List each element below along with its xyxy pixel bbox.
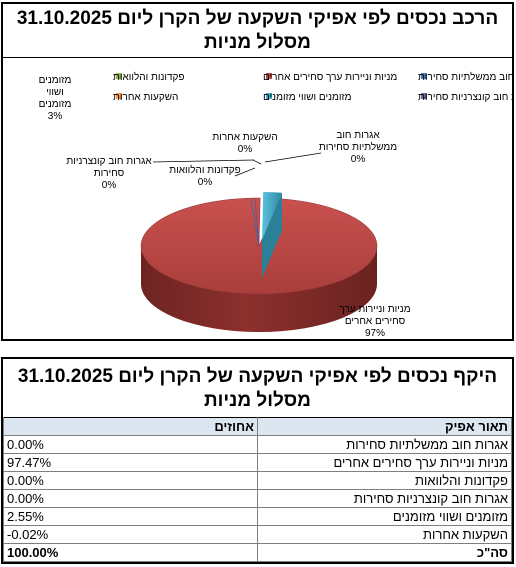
table-panel: היקף נכסים לפי אפיקי השקעה של הקרן ליום … <box>1 357 514 564</box>
callout-cash-label: מזומנים <box>39 75 72 86</box>
chart-title: הרכב נכסים לפי אפיקי השקעה של הקרן ליום … <box>3 4 512 58</box>
row-percent: 0.00% <box>3 435 258 454</box>
total-percent: 100.00% <box>3 543 258 562</box>
table-header-row: תאור אפיק אחוזים <box>3 417 512 436</box>
callout-cash-label: מזומנים <box>39 99 72 110</box>
callout-deposits-label: 0% <box>198 177 213 188</box>
callout-equity-label: 97% <box>365 328 385 339</box>
callout-corp-label: אגרות חוב קונצרניות <box>66 156 152 167</box>
row-percent: 2.55% <box>3 507 258 526</box>
header-percent: אחוזים <box>3 417 258 436</box>
legend-swatch <box>116 73 122 79</box>
table-row: השקעות אחרות -0.02% <box>3 525 512 544</box>
callout-cash-label: 3% <box>48 111 63 122</box>
row-percent: 97.47% <box>3 453 258 472</box>
table-row: אגרות חוב ממשלתיות סחירות 0.00% <box>3 435 512 454</box>
pie-slice-cash <box>262 192 282 240</box>
legend-swatch <box>266 93 272 99</box>
callout-corp-leader <box>152 159 255 163</box>
callout-gov-label: 0% <box>351 154 366 165</box>
table-total-row: סה"כ 100.00% <box>3 543 512 562</box>
chart-title-line2: מסלול מניות <box>204 32 311 53</box>
chart-title-line1: הרכב נכסים לפי אפיקי השקעה של הקרן ליום … <box>16 8 499 29</box>
legend-label: מזומנים ושווי מזומנים <box>263 92 352 103</box>
legend-label: אגרות חוב ממשלתיות סחירות <box>418 71 512 83</box>
legend-label: פקדונות והלוואות <box>113 71 185 83</box>
table-row: מזומנים ושווי מזומנים 2.55% <box>3 507 512 526</box>
table-row: אגרות חוב קונצרניות סחירות 0.00% <box>3 489 512 508</box>
legend-swatch <box>421 73 427 79</box>
chart-panel: הרכב נכסים לפי אפיקי השקעה של הקרן ליום … <box>1 2 514 341</box>
table-title-line1: היקף נכסים לפי אפיקי השקעה של הקרן ליום … <box>17 366 498 387</box>
pie-body <box>140 192 378 332</box>
callout-other-leader <box>252 159 262 165</box>
row-description: אגרות חוב קונצרניות סחירות <box>257 489 512 508</box>
pie-slice-cash-side <box>262 192 282 278</box>
table-title: היקף נכסים לפי אפיקי השקעה של הקרן ליום … <box>3 359 512 417</box>
header-description: תאור אפיק <box>257 417 512 436</box>
callout-gov-label: ממשלתיות סחירות <box>319 141 397 153</box>
callout-corp-label: 0% <box>102 180 117 191</box>
row-percent: -0.02% <box>3 525 258 544</box>
table-row: מניות וניירות ערך סחירים אחרים 97.47% <box>3 453 512 472</box>
legend-swatch <box>266 73 272 79</box>
callout-gov-label: אגרות חוב <box>336 130 380 141</box>
row-percent: 0.00% <box>3 471 258 490</box>
callout-deposits-leader <box>234 167 256 177</box>
table-row: פקדונות והלוואות 0.00% <box>3 471 512 490</box>
row-description: פקדונות והלוואות <box>257 471 512 490</box>
legend-swatch <box>116 93 122 99</box>
callout-equity-label: מניות וניירות ערך <box>339 304 410 315</box>
legend-label: אגרות חוב קונצרניות סחירות <box>418 92 512 103</box>
callout-corp-label: סחירות <box>94 168 125 179</box>
row-description: השקעות אחרות <box>257 525 512 544</box>
row-description: מניות וניירות ערך סחירים אחרים <box>257 453 512 472</box>
callout-cash-label: ושווי <box>46 87 64 98</box>
row-description: מזומנים ושווי מזומנים <box>257 507 512 526</box>
row-percent: 0.00% <box>3 489 258 508</box>
holdings-table: תאור אפיק אחוזים אגרות חוב ממשלתיות סחיר… <box>3 417 512 562</box>
callout-other-label: 0% <box>238 144 253 155</box>
legend-swatch <box>421 93 427 99</box>
pie-chart: אגרות חוב ממשלתיות סחירות מניות וניירות ע… <box>39 71 512 339</box>
pie-slice-gov <box>250 199 260 247</box>
pie-slice-corp <box>254 198 260 247</box>
legend-label: מניות וניירות ערך סחירים אחרים <box>263 72 397 83</box>
total-label: סה"כ <box>257 543 512 562</box>
callout-other-label: השקעות אחרות <box>212 132 277 143</box>
callout-deposits-label: פקדונות והלוואות <box>169 164 241 176</box>
row-description: אגרות חוב ממשלתיות סחירות <box>257 435 512 454</box>
callout-equity-label: סחירים אחרים <box>345 316 406 327</box>
callout-gov-leader <box>264 152 322 163</box>
pie-slice-side <box>141 246 377 332</box>
chart-legend: אגרות חוב ממשלתיות סחירות מניות וניירות ע… <box>113 71 512 103</box>
table-title-line2: מסלול מניות <box>204 390 311 411</box>
legend-label: השקעות אחרות <box>113 92 178 103</box>
